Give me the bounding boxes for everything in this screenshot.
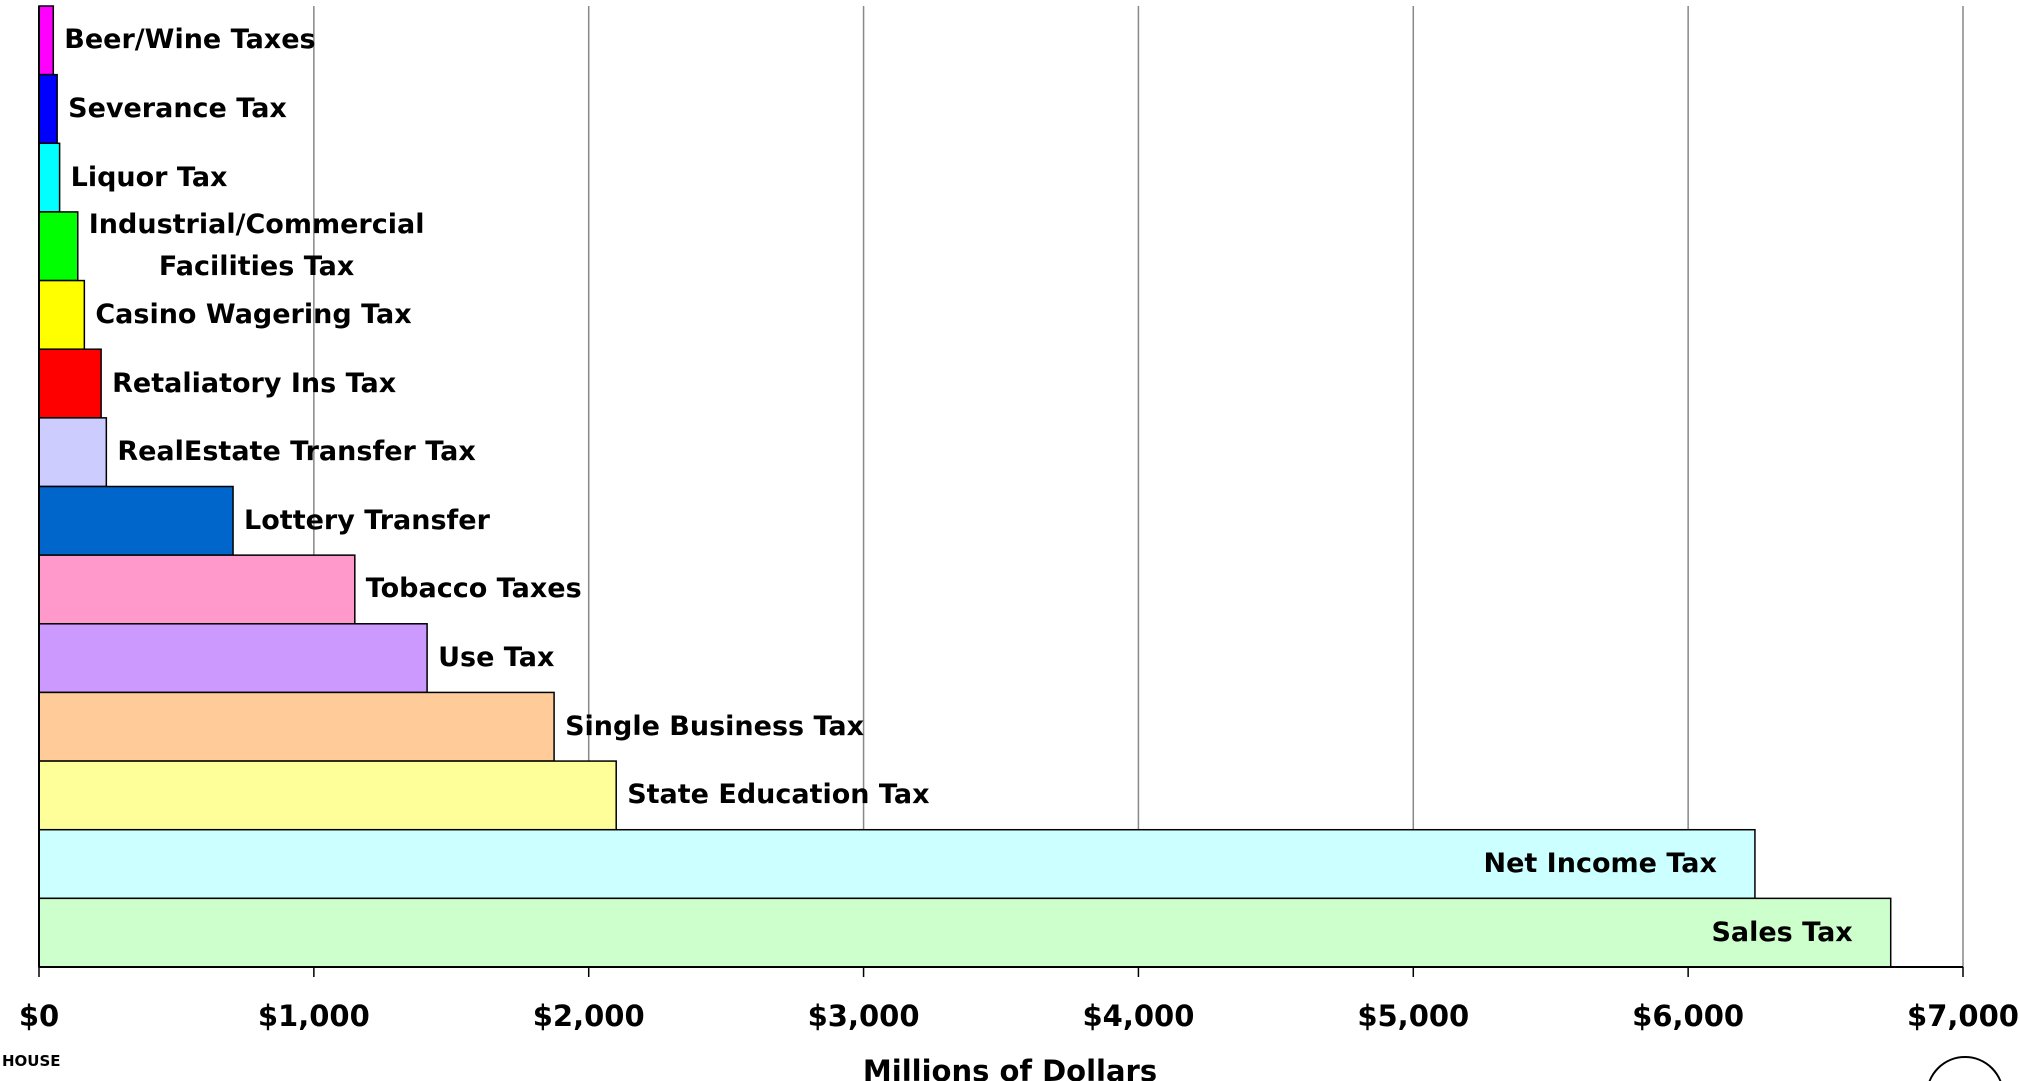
x-axis-title: Millions of Dollars [862,1054,1158,1081]
emblem [1928,1056,2002,1081]
bar-label: Net Income Tax [1483,848,1717,880]
bar-label: Tobacco Taxes [365,573,582,605]
bar-label: Lottery Transfer [244,504,490,536]
bar [38,897,1892,968]
x-tick-label: $4,000 [1082,999,1195,1033]
bar-label: RealEstate Transfer Tax [117,436,476,468]
bar-label: Single Business Tax [565,710,865,742]
bar [38,142,61,213]
x-tick-label: $3,000 [807,999,920,1033]
x-tick-label: $0 [18,999,60,1033]
bar-label: Industrial/Commercial Facilities Tax [88,209,425,283]
bar-label: Severance Tax [68,92,287,124]
x-tick-label: $7,000 [1907,999,2019,1033]
bar-label: Beer/Wine Taxes [64,24,316,56]
logo-text: HOUSE [2,1052,61,1070]
x-tick-label: $5,000 [1357,999,1470,1033]
bar [38,5,55,76]
bar-label: Sales Tax [1711,916,1853,948]
x-tick-label: $1,000 [257,999,370,1033]
bar [38,554,356,625]
bar [38,417,108,488]
bar-label: Casino Wagering Tax [95,298,412,330]
bar [38,691,555,762]
bar [38,73,58,145]
bar [38,279,86,350]
bar [38,760,617,831]
bar [38,828,1756,900]
x-tick-label: $2,000 [532,999,645,1033]
bar-label: Liquor Tax [70,161,228,193]
bar-label: State Education Tax [627,779,930,811]
bar-label: Use Tax [438,642,555,674]
bar [38,211,79,282]
x-tick-label: $6,000 [1632,999,1745,1033]
bar [38,623,428,694]
bar-label: Retaliatory Ins Tax [112,367,397,399]
bar [38,485,234,556]
bar [38,348,102,419]
